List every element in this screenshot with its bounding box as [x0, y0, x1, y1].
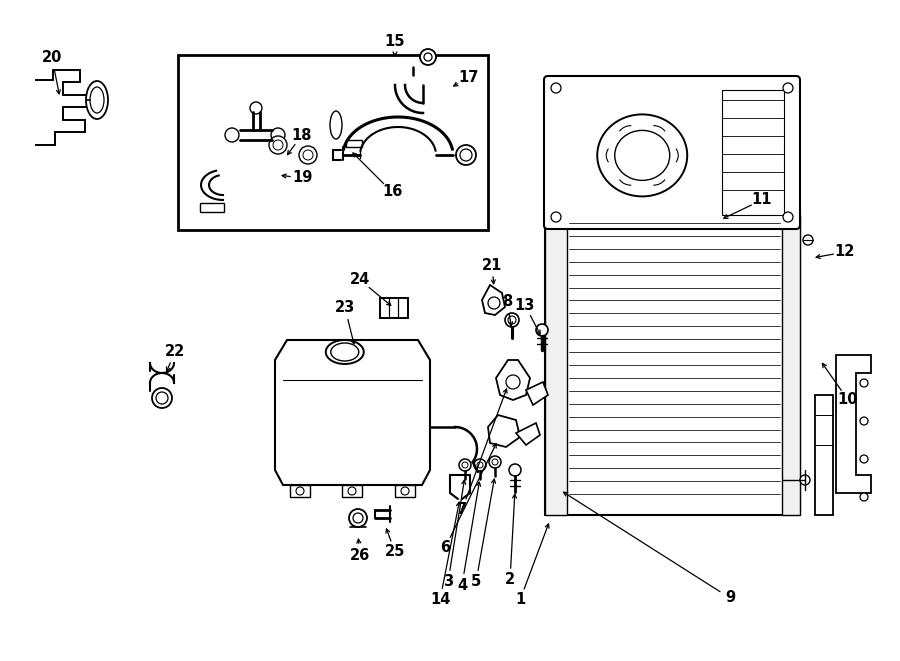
Circle shape — [296, 487, 304, 495]
Circle shape — [488, 297, 500, 309]
Text: 21: 21 — [482, 258, 502, 272]
Circle shape — [460, 149, 472, 161]
Circle shape — [492, 459, 498, 465]
Circle shape — [508, 316, 516, 324]
Circle shape — [303, 150, 313, 160]
Text: 23: 23 — [335, 301, 356, 315]
Text: 17: 17 — [458, 71, 478, 85]
Text: 25: 25 — [385, 545, 405, 559]
Text: 1: 1 — [515, 592, 525, 607]
Text: 12: 12 — [835, 245, 855, 260]
Circle shape — [505, 313, 519, 327]
Text: 15: 15 — [385, 34, 405, 50]
Text: 5: 5 — [471, 574, 482, 590]
Text: 24: 24 — [350, 272, 370, 288]
Circle shape — [536, 324, 548, 336]
Bar — [346, 140, 362, 147]
Bar — [545, 215, 567, 515]
Text: 10: 10 — [838, 393, 859, 407]
Text: 19: 19 — [292, 171, 312, 186]
Text: 2: 2 — [505, 572, 515, 588]
Polygon shape — [488, 415, 520, 447]
Circle shape — [551, 212, 561, 222]
Text: 13: 13 — [515, 297, 536, 313]
Bar — [545, 215, 800, 515]
Text: 11: 11 — [752, 192, 772, 208]
Circle shape — [860, 379, 868, 387]
Circle shape — [800, 475, 810, 485]
Circle shape — [269, 136, 287, 154]
Circle shape — [551, 83, 561, 93]
Bar — [815, 395, 833, 515]
Circle shape — [299, 146, 317, 164]
Text: 7: 7 — [457, 502, 467, 518]
Text: 22: 22 — [165, 344, 185, 360]
Circle shape — [152, 388, 172, 408]
Circle shape — [489, 456, 501, 468]
Circle shape — [349, 509, 367, 527]
FancyBboxPatch shape — [544, 76, 800, 229]
Circle shape — [456, 145, 476, 165]
Circle shape — [225, 128, 239, 142]
Ellipse shape — [330, 111, 342, 139]
Polygon shape — [836, 355, 871, 493]
Bar — [200, 203, 224, 212]
Text: 26: 26 — [350, 547, 370, 563]
Polygon shape — [516, 423, 540, 445]
Circle shape — [401, 487, 409, 495]
Circle shape — [509, 464, 521, 476]
Circle shape — [474, 459, 486, 471]
Ellipse shape — [331, 343, 359, 361]
Bar — [380, 298, 408, 318]
Ellipse shape — [86, 81, 108, 119]
Circle shape — [803, 235, 813, 245]
Circle shape — [353, 513, 363, 523]
Bar — [395, 485, 415, 497]
Ellipse shape — [90, 87, 104, 113]
Bar — [290, 485, 310, 497]
Text: 8: 8 — [502, 295, 512, 309]
Circle shape — [271, 128, 285, 142]
Text: 20: 20 — [41, 50, 62, 65]
Ellipse shape — [326, 340, 364, 364]
Bar — [722, 90, 784, 215]
Circle shape — [477, 462, 483, 468]
Text: 16: 16 — [382, 184, 402, 200]
Circle shape — [783, 212, 793, 222]
Polygon shape — [275, 340, 430, 485]
Text: 4: 4 — [457, 578, 467, 592]
Bar — [782, 215, 800, 515]
Circle shape — [860, 493, 868, 501]
Circle shape — [420, 49, 436, 65]
Text: 14: 14 — [430, 592, 450, 607]
Circle shape — [273, 140, 283, 150]
Polygon shape — [496, 360, 530, 400]
Circle shape — [506, 375, 520, 389]
Text: 18: 18 — [292, 128, 312, 143]
Circle shape — [348, 487, 356, 495]
Circle shape — [424, 53, 432, 61]
Circle shape — [783, 83, 793, 93]
Text: 6: 6 — [440, 541, 450, 555]
Text: 3: 3 — [443, 574, 453, 590]
Text: 9: 9 — [724, 590, 735, 605]
Circle shape — [156, 392, 168, 404]
Circle shape — [462, 462, 468, 468]
Polygon shape — [526, 382, 548, 405]
Bar — [178, 55, 488, 230]
Circle shape — [250, 102, 262, 114]
Circle shape — [860, 417, 868, 425]
Circle shape — [459, 459, 471, 471]
Circle shape — [860, 455, 868, 463]
Bar — [342, 485, 362, 497]
Polygon shape — [482, 285, 505, 315]
